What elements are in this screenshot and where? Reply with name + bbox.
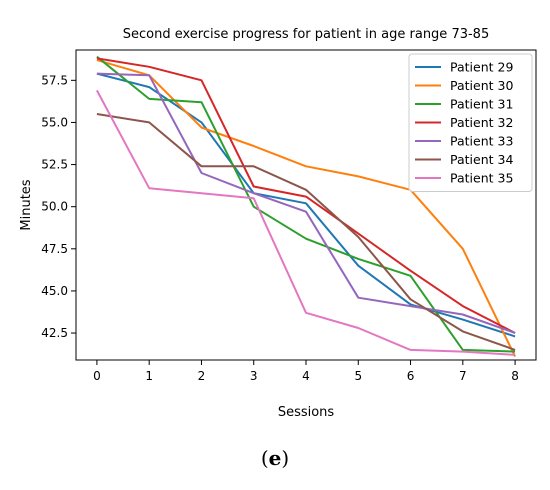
y-tick-label: 55.0 <box>41 115 68 129</box>
series-line-3 <box>96 55 516 353</box>
x-tick-label: 5 <box>354 369 362 383</box>
y-axis: 42.5 45.0 47.5 50.0 52.5 55.0 57.5 <box>41 73 76 340</box>
legend-label: Patient 33 <box>450 134 513 149</box>
y-tick-label: 57.5 <box>41 73 68 87</box>
y-tick-label: 52.5 <box>41 158 68 172</box>
y-tick-label: 45.0 <box>41 284 68 298</box>
chart-title: Second exercise progress for patient in … <box>123 27 489 42</box>
x-tick-label: 6 <box>407 369 415 383</box>
legend-label: Patient 35 <box>450 171 513 186</box>
series-line-2 <box>96 59 516 358</box>
x-tick-label: 8 <box>511 369 519 383</box>
series-line-7 <box>96 89 516 356</box>
series-line-4 <box>96 57 516 334</box>
line-chart: Second exercise progress for patient in … <box>19 27 537 420</box>
series-line-1 <box>96 72 516 338</box>
y-axis-label: Minutes <box>19 179 34 230</box>
x-axis: 0 1 2 3 4 5 6 7 8 <box>93 360 519 383</box>
caption-label: e <box>268 446 282 470</box>
series-line-5 <box>96 72 516 334</box>
y-tick-label: 47.5 <box>41 242 68 256</box>
series-line-6 <box>96 113 516 351</box>
y-tick-label: 50.0 <box>41 200 68 214</box>
legend-label: Patient 32 <box>450 115 513 130</box>
legend-label: Patient 31 <box>450 97 513 112</box>
x-tick-label: 7 <box>459 369 467 383</box>
x-axis-label: Sessions <box>278 405 335 420</box>
x-tick-label: 1 <box>145 369 153 383</box>
x-tick-label: 0 <box>93 369 101 383</box>
caption-open: ( <box>260 446 269 470</box>
plot-lines <box>96 55 516 358</box>
y-tick-label: 42.5 <box>41 326 68 340</box>
x-tick-label: 4 <box>302 369 310 383</box>
x-tick-label: 2 <box>198 369 206 383</box>
legend-label: Patient 30 <box>450 78 513 93</box>
legend-label: Patient 29 <box>450 60 513 75</box>
caption-close: ) <box>281 446 290 470</box>
x-tick-label: 3 <box>250 369 258 383</box>
legend: Patient 29 Patient 30 Patient 31 Patient 32… <box>408 53 533 192</box>
legend-label: Patient 34 <box>450 152 513 167</box>
legend-box <box>408 53 533 192</box>
figure-caption: (e) <box>0 446 550 470</box>
